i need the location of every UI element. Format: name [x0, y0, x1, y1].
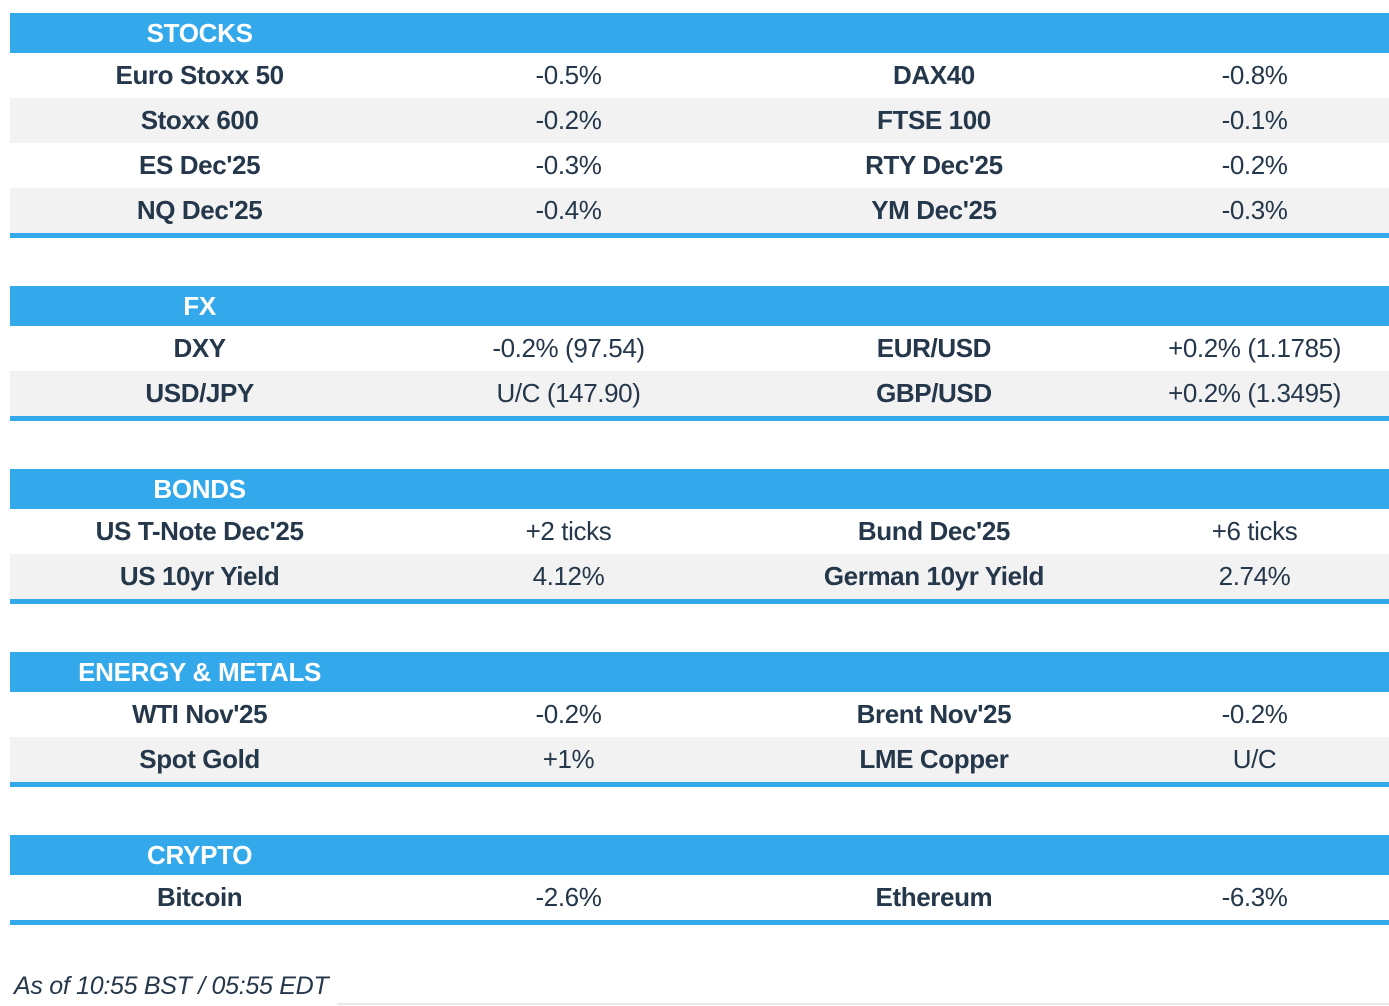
- section-title: ENERGY & METALS: [78, 656, 322, 687]
- section-underline: [10, 233, 1389, 238]
- instrument-value: U/C (147.90): [496, 378, 641, 408]
- instrument-value: -0.5%: [535, 60, 602, 90]
- instrument-value: -0.2%: [1221, 699, 1288, 729]
- instrument-label: EUR/USD: [876, 333, 992, 363]
- section-header: BONDS: [10, 469, 1389, 509]
- section-fx: FX DXY -0.2% (97.54) EUR/USD +0.2% (1.1785) U…: [10, 286, 1389, 421]
- instrument-value: -0.3%: [535, 150, 602, 180]
- section-header: CRYPTO: [10, 835, 1389, 875]
- instrument-value: +1%: [542, 744, 595, 774]
- section-bonds: BONDS US T-Note Dec'25 +2 ticks Bund Dec'25…: [10, 469, 1389, 604]
- table-row: Stoxx 600 -0.2% FTSE 100 -0.1%: [10, 98, 1389, 143]
- table-row: ES Dec'25 -0.3% RTY Dec'25 -0.2%: [10, 143, 1389, 188]
- table-row: Euro Stoxx 50 -0.5% DAX40 -0.8%: [10, 53, 1389, 98]
- instrument-label: German 10yr Yield: [823, 561, 1045, 591]
- instrument-label: WTI Nov'25: [132, 699, 268, 729]
- instrument-label: Spot Gold: [139, 744, 260, 774]
- table-row: WTI Nov'25 -0.2% Brent Nov'25 -0.2%: [10, 692, 1389, 737]
- section-title: BONDS: [153, 473, 246, 504]
- instrument-value: 2.74%: [1218, 561, 1291, 591]
- instrument-label: DXY: [173, 333, 226, 363]
- instrument-label: Bitcoin: [156, 882, 243, 912]
- table-row: Spot Gold +1% LME Copper U/C: [10, 737, 1389, 782]
- section-title: STOCKS: [146, 17, 253, 48]
- table-row: US 10yr Yield 4.12% German 10yr Yield 2.74%: [10, 554, 1389, 599]
- instrument-label: Bund Dec'25: [857, 516, 1010, 546]
- bottom-divider: [337, 1003, 1389, 1005]
- instrument-label: US T-Note Dec'25: [95, 516, 304, 546]
- instrument-label: USD/JPY: [145, 378, 254, 408]
- instrument-value: -0.8%: [1221, 60, 1288, 90]
- instrument-value: 4.12%: [532, 561, 605, 591]
- instrument-label: US 10yr Yield: [119, 561, 280, 591]
- instrument-value: -2.6%: [535, 882, 602, 912]
- instrument-label: YM Dec'25: [871, 195, 997, 225]
- table-row: DXY -0.2% (97.54) EUR/USD +0.2% (1.1785): [10, 326, 1389, 371]
- section-energy-metals: ENERGY & METALS WTI Nov'25 -0.2% Brent Nov'…: [10, 652, 1389, 787]
- instrument-value: -0.1%: [1221, 105, 1288, 135]
- instrument-label: Stoxx 600: [140, 105, 259, 135]
- market-tables: STOCKS Euro Stoxx 50 -0.5% DAX40 -0.8% Stoxx …: [10, 13, 1389, 973]
- instrument-value: -0.2%: [535, 699, 602, 729]
- instrument-value: +6 ticks: [1211, 516, 1298, 546]
- section-underline: [10, 920, 1389, 925]
- instrument-label: LME Copper: [859, 744, 1009, 774]
- section-header: ENERGY & METALS: [10, 652, 1389, 692]
- as-of-timestamp: As of 10:55 BST / 05:55 EDT: [14, 972, 329, 1000]
- instrument-label: FTSE 100: [876, 105, 991, 135]
- instrument-value: U/C: [1232, 744, 1277, 774]
- instrument-label: RTY Dec'25: [865, 150, 1003, 180]
- instrument-label: NQ Dec'25: [136, 195, 263, 225]
- instrument-value: -0.2%: [535, 105, 602, 135]
- instrument-label: GBP/USD: [876, 378, 992, 408]
- section-header: STOCKS: [10, 13, 1389, 53]
- section-underline: [10, 599, 1389, 604]
- instrument-label: DAX40: [893, 60, 975, 90]
- table-row: USD/JPY U/C (147.90) GBP/USD +0.2% (1.3495): [10, 371, 1389, 416]
- section-title: FX: [183, 290, 216, 321]
- instrument-value: +0.2% (1.3495): [1168, 378, 1341, 408]
- instrument-value: -6.3%: [1221, 882, 1288, 912]
- section-underline: [10, 782, 1389, 787]
- instrument-value: -0.4%: [535, 195, 602, 225]
- instrument-label: Brent Nov'25: [856, 699, 1012, 729]
- instrument-label: Euro Stoxx 50: [115, 60, 285, 90]
- section-title: CRYPTO: [147, 839, 253, 870]
- instrument-value: +2 ticks: [525, 516, 612, 546]
- section-header: FX: [10, 286, 1389, 326]
- instrument-value: -0.3%: [1221, 195, 1288, 225]
- table-row: NQ Dec'25 -0.4% YM Dec'25 -0.3%: [10, 188, 1389, 233]
- instrument-value: -0.2%: [1221, 150, 1288, 180]
- section-crypto: CRYPTO Bitcoin -2.6% Ethereum -6.3%: [10, 835, 1389, 925]
- instrument-label: Ethereum: [875, 882, 993, 912]
- instrument-label: ES Dec'25: [139, 150, 261, 180]
- section-stocks: STOCKS Euro Stoxx 50 -0.5% DAX40 -0.8% Stoxx …: [10, 13, 1389, 238]
- table-row: US T-Note Dec'25 +2 ticks Bund Dec'25 +6 ti…: [10, 509, 1389, 554]
- section-underline: [10, 416, 1389, 421]
- instrument-value: -0.2% (97.54): [492, 333, 645, 363]
- table-row: Bitcoin -2.6% Ethereum -6.3%: [10, 875, 1389, 920]
- instrument-value: +0.2% (1.1785): [1168, 333, 1341, 363]
